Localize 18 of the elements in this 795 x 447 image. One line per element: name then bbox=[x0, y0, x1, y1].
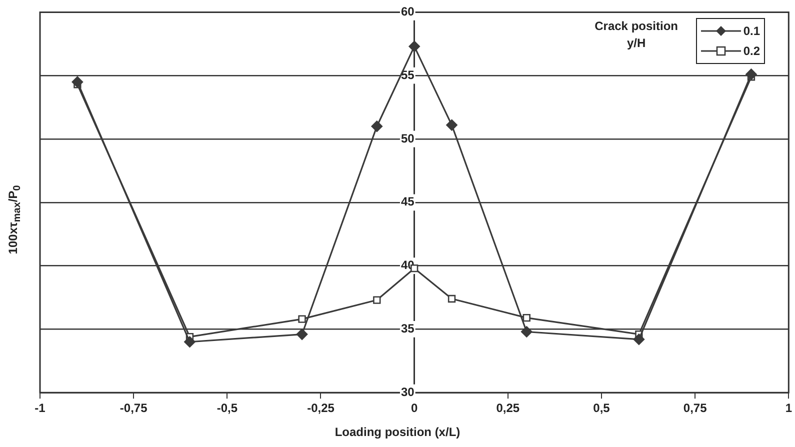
x-axis-title: Loading position (x/L) bbox=[334, 425, 462, 439]
y-tick-label: 45 bbox=[400, 194, 415, 209]
x-tick-label: -1 bbox=[34, 401, 46, 416]
y-tick-label: 60 bbox=[400, 4, 415, 19]
x-tick-label: 0 bbox=[410, 401, 418, 416]
x-tick-label: -0,5 bbox=[216, 401, 238, 416]
x-tick-label: 0,5 bbox=[593, 401, 610, 416]
y-tick-label: 30 bbox=[400, 384, 415, 399]
legend-title: Crack position y/H bbox=[594, 18, 679, 52]
x-tick-label: 0,75 bbox=[683, 401, 708, 416]
x-tick-label: -0,25 bbox=[307, 401, 335, 416]
y-tick-label: 50 bbox=[400, 131, 415, 146]
legend-label: 0.2 bbox=[743, 44, 760, 58]
x-tick-label: -0,75 bbox=[120, 401, 148, 416]
x-tick-label: 1 bbox=[785, 401, 792, 416]
x-tick-label: 0,25 bbox=[496, 401, 520, 416]
y-tick-label: 35 bbox=[400, 322, 415, 336]
legend-label: 0.1 bbox=[743, 24, 760, 38]
